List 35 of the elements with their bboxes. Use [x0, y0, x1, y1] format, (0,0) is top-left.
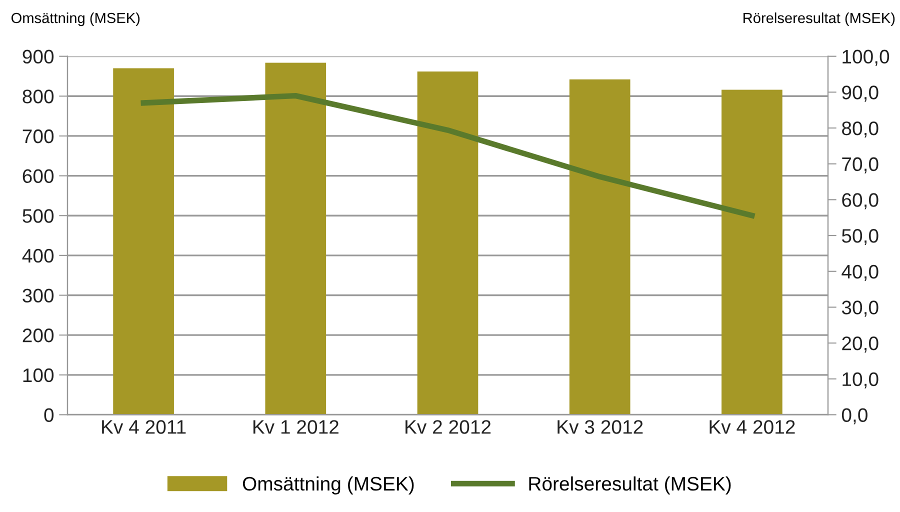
y2-tick-label: 100,0: [842, 50, 890, 66]
y2-tick-label: 60,0: [842, 193, 878, 210]
x-tick-label: Kv 2 2012: [406, 420, 491, 434]
y-tick-label: 600: [22, 169, 54, 184]
y-tick-label: 900: [22, 50, 54, 64]
y-tick-label: 500: [22, 209, 54, 223]
bar: [722, 90, 782, 415]
y-tick-label: 300: [22, 288, 54, 302]
y2-tick-label: 50,0: [842, 228, 878, 246]
y2-tick-label: 80,0: [842, 121, 878, 138]
bar: [113, 68, 174, 415]
x-tick-label: Kv 4 2011: [102, 420, 186, 434]
y-tick-label: 0: [44, 408, 54, 422]
y2-tick-label: 20,0: [842, 336, 878, 353]
y2-tick-label: 90,0: [842, 86, 878, 102]
x-tick-label: Kv 4 2012: [710, 420, 795, 434]
y2-axis-title: Rörelseresultat (MSEK): [744, 12, 895, 26]
bar: [265, 62, 326, 415]
bar: [417, 71, 478, 415]
y2-tick-label: 0,0: [842, 408, 868, 424]
y2-tick-label: 40,0: [842, 264, 878, 281]
y2-tick-label: 10,0: [842, 372, 878, 388]
bar: [569, 79, 630, 415]
y-tick-label: 700: [22, 129, 54, 144]
legend-label: Omsättning (MSEK): [242, 476, 414, 494]
y-tick-label: 100: [23, 368, 54, 382]
y-tick-label: 400: [22, 248, 54, 263]
y-axis-title: Omsättning (MSEK): [11, 12, 140, 26]
y-tick-label: 200: [22, 328, 54, 342]
y2-tick-label: 70,0: [842, 157, 878, 174]
x-tick-label: Kv 1 2012: [253, 420, 338, 434]
x-tick-label: Kv 3 2012: [558, 420, 643, 434]
y-tick-label: 800: [22, 90, 54, 104]
y2-tick-label: 30,0: [842, 300, 878, 317]
legend-label: Rörelseresultat (MSEK): [529, 476, 731, 494]
